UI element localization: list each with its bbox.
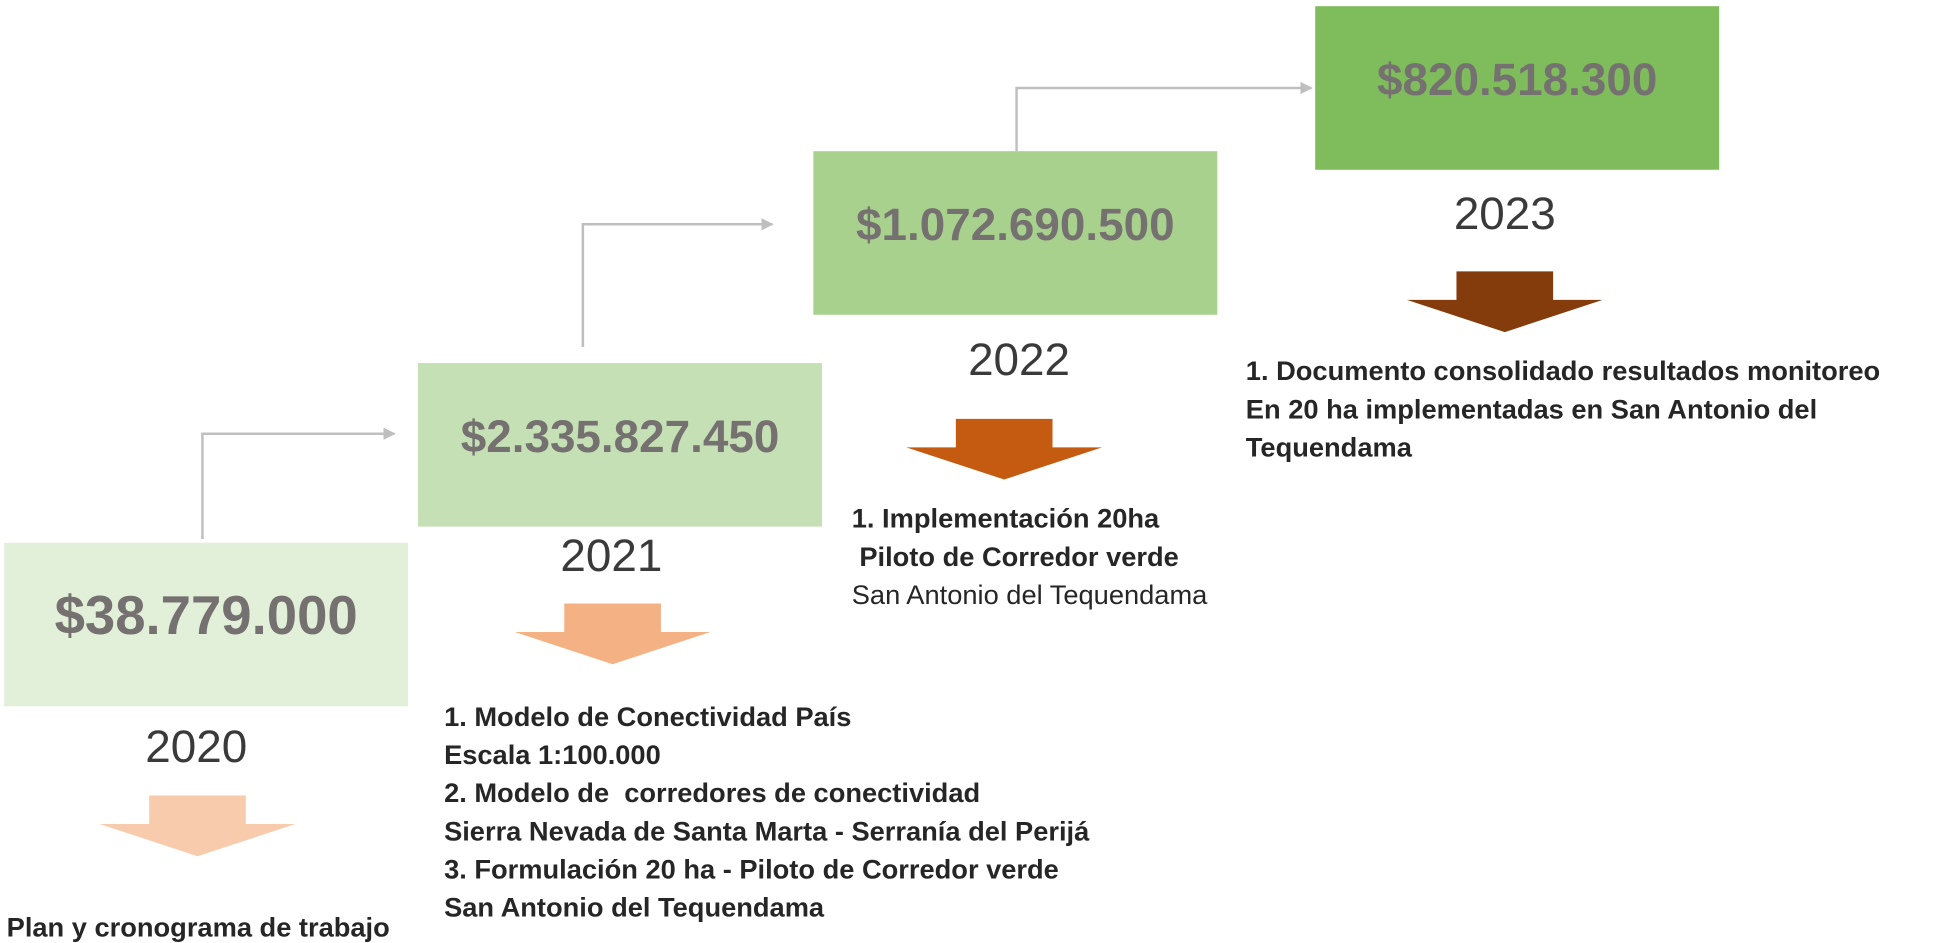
description-line: Tequendama xyxy=(1246,432,1413,463)
description-line: Sierra Nevada de Santa Marta - Serranía … xyxy=(444,815,1090,846)
description-line: 1. Modelo de Conectividad País xyxy=(444,701,851,732)
description-line: San Antonio del Tequendama xyxy=(852,579,1208,610)
description-line: Escala 1:100.000 xyxy=(444,739,661,770)
amount-box xyxy=(418,363,823,527)
down-arrow xyxy=(99,795,296,857)
connector xyxy=(201,427,396,540)
amount: $38.779.000 xyxy=(55,585,358,646)
connector xyxy=(581,218,774,347)
description-line: 1. Implementación 20ha xyxy=(852,503,1160,534)
year: 2021 xyxy=(560,530,662,581)
description-line: Piloto de Corredor verde xyxy=(852,541,1179,572)
description-line: Plan y cronograma de trabajo xyxy=(7,912,390,943)
year: 2023 xyxy=(1454,188,1556,239)
description-line: 2. Modelo de corredores de conectividad xyxy=(444,777,980,808)
down-arrow xyxy=(514,603,711,665)
amount-box xyxy=(813,151,1218,315)
year: 2022 xyxy=(968,334,1070,385)
down-arrow xyxy=(1406,271,1603,333)
description-line: San Antonio del Tequendama xyxy=(444,892,825,923)
amount: $2.335.827.450 xyxy=(461,411,780,462)
amount: $820.518.300 xyxy=(1377,54,1657,105)
year: 2020 xyxy=(145,721,247,772)
amount-box xyxy=(4,542,409,707)
amount: $1.072.690.500 xyxy=(856,199,1175,250)
connector xyxy=(1015,81,1313,152)
description-line: 3. Formulación 20 ha - Piloto de Corredo… xyxy=(444,854,1059,885)
description-line: 1. Documento consolidado resultados moni… xyxy=(1246,355,1880,386)
description-line: En 20 ha implementadas en San Antonio de… xyxy=(1246,393,1817,424)
amount-box xyxy=(1315,6,1720,170)
down-arrow xyxy=(906,418,1103,480)
